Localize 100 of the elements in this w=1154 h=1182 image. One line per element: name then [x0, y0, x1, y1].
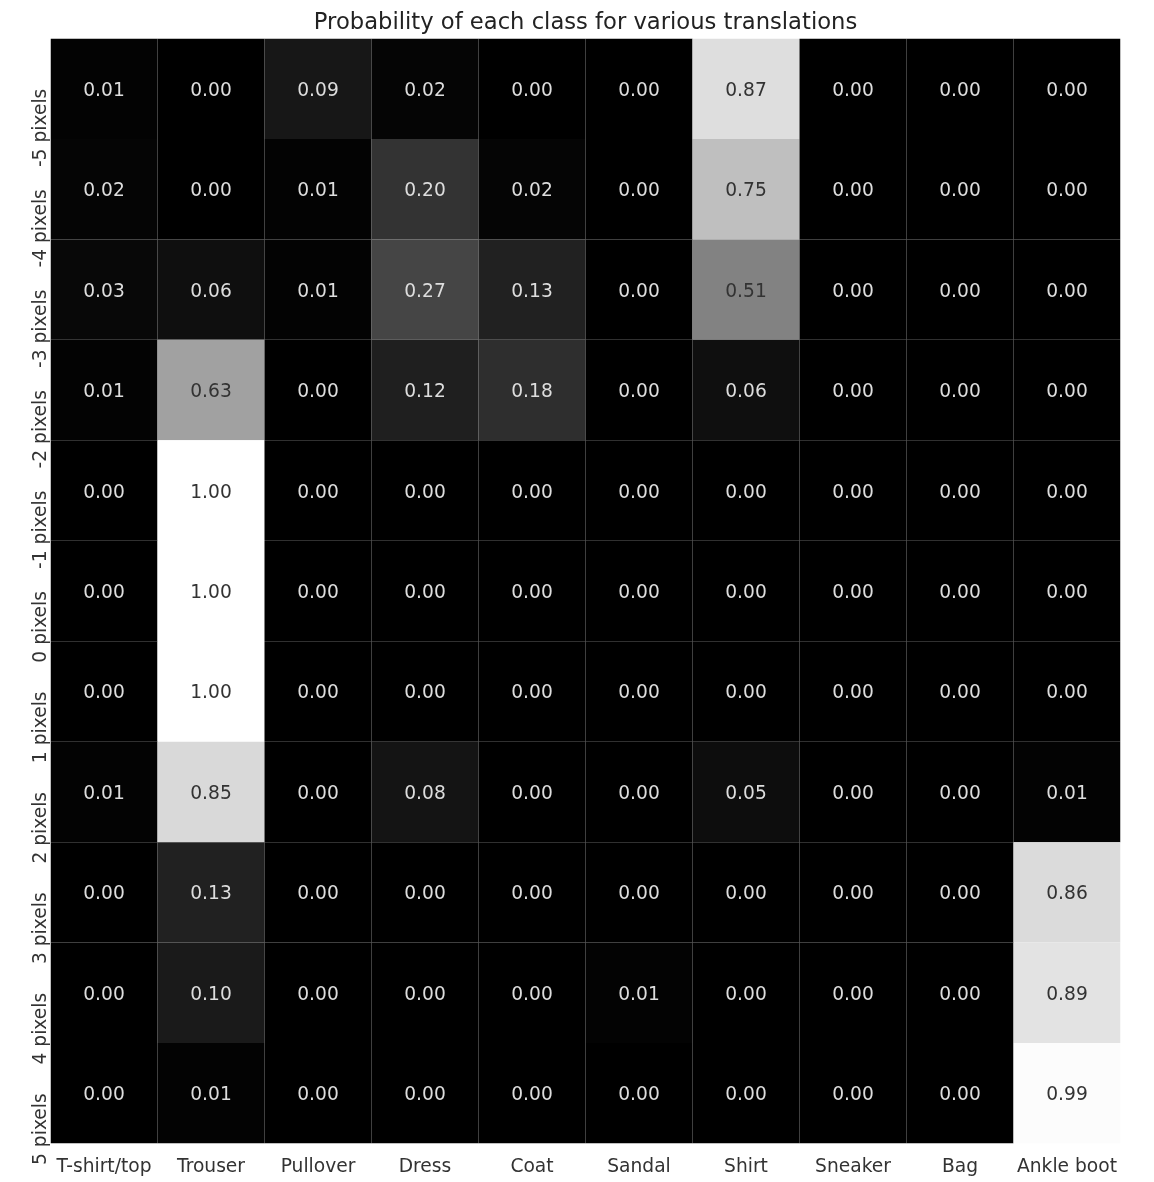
data-label: 0.00 — [832, 581, 874, 602]
data-label: 0.00 — [1046, 179, 1088, 201]
data-label: 0.00 — [832, 78, 874, 100]
data-label: 0.00 — [939, 982, 981, 1004]
data-label: 0.00 — [939, 279, 981, 301]
data-label: 0.51 — [725, 279, 767, 301]
data-label: 0.00 — [404, 1083, 446, 1105]
data-label: 0.00 — [725, 882, 767, 904]
data-label: 0.01 — [83, 78, 125, 100]
data-label: 0.00 — [297, 882, 339, 904]
data-label: 0.87 — [725, 78, 767, 100]
data-label: 0.00 — [190, 179, 232, 201]
data-label: 0.00 — [83, 480, 125, 502]
data-label: 0.00 — [1046, 480, 1088, 502]
x-tick-label: Pullover — [280, 1154, 356, 1176]
data-label: 0.00 — [832, 781, 874, 803]
data-label: 0.09 — [297, 78, 339, 100]
data-label: 0.00 — [297, 982, 339, 1004]
data-label: 0.18 — [511, 380, 553, 402]
data-label: 0.89 — [1046, 982, 1088, 1004]
y-tick-label: 1 pixels — [29, 691, 50, 764]
data-label: 0.00 — [939, 1083, 981, 1105]
data-label: 0.00 — [939, 480, 981, 502]
data-label: 0.00 — [618, 380, 660, 402]
data-label: 0.00 — [725, 982, 767, 1004]
data-label: 0.00 — [832, 1083, 874, 1105]
x-tick-label: T-shirt/top — [55, 1154, 152, 1176]
data-label: 0.02 — [404, 78, 446, 100]
data-label: 0.00 — [618, 179, 660, 201]
y-tick-label: 2 pixels — [29, 791, 50, 864]
data-label: 0.01 — [83, 380, 125, 402]
data-label: 0.06 — [190, 279, 232, 301]
data-label: 0.10 — [190, 982, 232, 1004]
data-label: 0.27 — [404, 279, 446, 301]
y-tick-label: -1 pixels — [29, 490, 50, 569]
data-label: 0.00 — [297, 681, 339, 703]
y-tick-label: -5 pixels — [29, 88, 50, 168]
data-label: 0.00 — [618, 681, 660, 703]
data-label: 0.00 — [297, 581, 339, 602]
data-label: 0.00 — [618, 279, 660, 301]
data-label: 0.00 — [83, 681, 125, 703]
data-label: 0.00 — [832, 681, 874, 703]
x-tick-label: Shirt — [724, 1154, 768, 1176]
data-label: 0.01 — [190, 1083, 232, 1105]
data-label: 0.00 — [618, 581, 660, 602]
data-label: 1.00 — [190, 480, 232, 502]
data-label: 0.08 — [404, 781, 446, 803]
data-label: 0.00 — [832, 982, 874, 1004]
data-label: 0.00 — [511, 1083, 553, 1105]
data-label: 0.00 — [511, 681, 553, 703]
data-label: 0.00 — [832, 279, 874, 301]
data-label: 0.00 — [618, 1083, 660, 1105]
data-label: 0.00 — [404, 882, 446, 904]
data-label: 0.00 — [725, 581, 767, 602]
data-label: 0.00 — [725, 1083, 767, 1105]
data-label: 0.00 — [939, 882, 981, 904]
data-label: 0.85 — [190, 781, 232, 803]
data-label: 0.02 — [511, 179, 553, 201]
data-label: 0.00 — [832, 882, 874, 904]
x-tick-label: Sneaker — [815, 1154, 892, 1176]
data-label: 0.00 — [190, 78, 232, 100]
data-label: 0.00 — [511, 882, 553, 904]
data-label: 0.00 — [618, 882, 660, 904]
data-label: 0.20 — [404, 179, 446, 201]
data-label: 0.00 — [618, 781, 660, 803]
x-tick-label: Coat — [510, 1154, 554, 1176]
data-label: 0.00 — [83, 1083, 125, 1105]
data-label: 0.00 — [618, 480, 660, 502]
data-label: 0.01 — [618, 982, 660, 1004]
data-label: 0.00 — [83, 882, 125, 904]
data-label: 0.00 — [297, 781, 339, 803]
data-label: 1.00 — [190, 681, 232, 703]
y-tick-label: 5 pixels — [29, 1093, 50, 1165]
data-label: 0.00 — [939, 78, 981, 100]
chart-title: Probability of each class for various translations — [313, 7, 858, 34]
data-label: 0.01 — [297, 179, 339, 201]
data-label: 0.00 — [939, 681, 981, 703]
data-label: 0.00 — [725, 480, 767, 502]
data-label: 1.00 — [190, 581, 232, 602]
data-label: 0.06 — [725, 380, 767, 402]
data-label: 0.00 — [618, 78, 660, 100]
data-label: 0.00 — [939, 380, 981, 402]
data-label: 0.00 — [511, 78, 553, 100]
x-tick-label: Trouser — [175, 1154, 246, 1176]
data-label: 0.00 — [725, 681, 767, 703]
data-label: 0.00 — [297, 480, 339, 502]
data-label: 0.01 — [1046, 781, 1088, 803]
y-tick-label: -4 pixels — [29, 189, 50, 268]
data-label: 0.00 — [404, 581, 446, 602]
y-tick-label: 3 pixels — [29, 892, 50, 965]
data-label: 0.00 — [404, 982, 446, 1004]
data-label: 0.00 — [404, 681, 446, 703]
x-tick-label: Bag — [941, 1154, 979, 1176]
x-tick-label: Ankle boot — [1017, 1154, 1117, 1176]
data-label: 0.00 — [832, 179, 874, 201]
data-label: 0.75 — [725, 179, 767, 201]
y-tick-label: -3 pixels — [29, 289, 50, 369]
data-label: 0.00 — [939, 581, 981, 602]
data-label: 0.00 — [1046, 581, 1088, 602]
data-label: 0.13 — [190, 882, 232, 904]
